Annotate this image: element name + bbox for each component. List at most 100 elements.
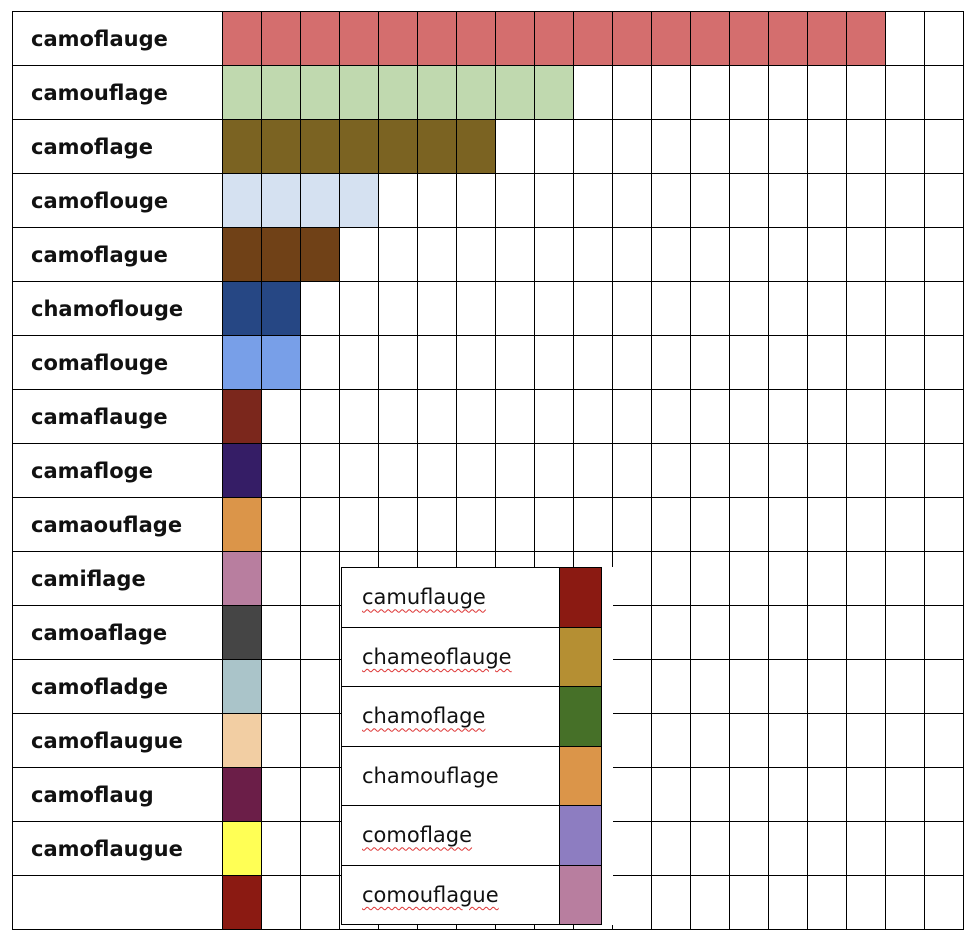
tally-cell-filled	[378, 65, 418, 120]
tally-cell-filled	[456, 65, 496, 120]
tally-cell-empty	[846, 173, 886, 228]
tally-cell-empty	[846, 497, 886, 552]
row-label: comaflouge	[12, 335, 223, 390]
overlay-label-cell: chameoflauge	[341, 626, 560, 687]
tally-cell-empty	[768, 551, 808, 606]
tally-cell-empty	[378, 335, 418, 390]
tally-cell-empty	[924, 659, 964, 714]
tally-cell-empty	[807, 821, 847, 876]
tally-cell-empty	[846, 821, 886, 876]
tally-cell-filled	[456, 119, 496, 174]
tally-cell-empty	[651, 605, 691, 660]
tally-cell-empty	[924, 227, 964, 282]
tally-cell-empty	[261, 497, 301, 552]
tally-cell-filled	[417, 11, 457, 66]
tally-cell-empty	[300, 389, 340, 444]
tally-cell-empty	[261, 551, 301, 606]
tally-cell-empty	[846, 119, 886, 174]
overlay-label-cell: chamoflage	[341, 686, 560, 747]
tally-cell-filled	[261, 335, 301, 390]
tally-cell-empty	[846, 389, 886, 444]
tally-cell-empty	[573, 173, 613, 228]
row-label: camoflaugue	[12, 713, 223, 768]
tally-cell-empty	[729, 767, 769, 822]
tally-cell-empty	[534, 443, 574, 498]
tally-cell-empty	[651, 119, 691, 174]
tally-cell-empty	[495, 497, 535, 552]
tally-cell-empty	[534, 389, 574, 444]
tally-cell-empty	[612, 173, 652, 228]
tally-cell-empty	[729, 335, 769, 390]
tally-cell-empty	[729, 173, 769, 228]
tally-cell-empty	[807, 227, 847, 282]
tally-cell-empty	[690, 875, 730, 930]
tally-cell-empty	[456, 389, 496, 444]
color-swatch	[559, 686, 602, 747]
tally-cell-empty	[846, 551, 886, 606]
overlay-label: chamouflage	[362, 763, 499, 788]
tally-cell-empty	[339, 443, 379, 498]
tally-cell-filled	[729, 11, 769, 66]
tally-cell-empty	[768, 443, 808, 498]
tally-cell-filled	[807, 11, 847, 66]
tally-cell-empty	[807, 389, 847, 444]
tally-cell-empty	[729, 389, 769, 444]
overlay-row: camuflauge	[341, 567, 602, 628]
grid-row: camoflage	[12, 119, 964, 174]
tally-cell-empty	[417, 497, 457, 552]
tally-cell-empty	[885, 659, 925, 714]
tally-cell-empty	[300, 335, 340, 390]
tally-cell-empty	[885, 173, 925, 228]
tally-cell-empty	[885, 821, 925, 876]
tally-cell-empty	[885, 443, 925, 498]
tally-cell-empty	[885, 281, 925, 336]
tally-cell-empty	[729, 281, 769, 336]
tally-cell-empty	[807, 335, 847, 390]
tally-cell-empty	[612, 443, 652, 498]
tally-cell-empty	[768, 767, 808, 822]
tally-cell-empty	[729, 875, 769, 930]
color-swatch	[559, 805, 602, 866]
row-label: camoflaugue	[12, 821, 223, 876]
tally-cell-empty	[534, 497, 574, 552]
tally-cell-empty	[300, 443, 340, 498]
tally-cell-empty	[300, 821, 340, 876]
tally-cell-empty	[417, 389, 457, 444]
row-label: camoflage	[12, 119, 223, 174]
tally-cell-empty	[612, 713, 652, 768]
tally-cell-empty	[690, 497, 730, 552]
tally-cell-empty	[846, 605, 886, 660]
tally-cell-empty	[924, 497, 964, 552]
tally-cell-empty	[612, 551, 652, 606]
tally-cell-empty	[690, 767, 730, 822]
tally-cell-empty	[300, 767, 340, 822]
tally-cell-filled	[690, 11, 730, 66]
row-label: chamoflouge	[12, 281, 223, 336]
tally-cell-filled	[261, 11, 301, 66]
tally-cell-empty	[573, 65, 613, 120]
tally-cell-empty	[339, 497, 379, 552]
tally-cell-empty	[729, 713, 769, 768]
tally-cell-empty	[924, 11, 964, 66]
tally-cell-filled	[300, 173, 340, 228]
tally-cell-filled	[222, 605, 262, 660]
tally-cell-empty	[495, 335, 535, 390]
tally-cell-empty	[612, 875, 652, 930]
overlay-label-cell: chamouflage	[341, 745, 560, 806]
tally-cell-empty	[768, 335, 808, 390]
tally-cell-empty	[924, 443, 964, 498]
tally-cell-empty	[729, 551, 769, 606]
tally-cell-empty	[612, 821, 652, 876]
tally-cell-empty	[651, 875, 691, 930]
tally-cell-empty	[612, 659, 652, 714]
tally-cell-empty	[261, 605, 301, 660]
tally-cell-empty	[729, 443, 769, 498]
tally-cell-empty	[612, 281, 652, 336]
overlay-row: chameoflauge	[341, 626, 602, 687]
tally-cell-empty	[261, 713, 301, 768]
grid-row: camoflouge	[12, 173, 964, 228]
row-label: camaflauge	[12, 389, 223, 444]
grid-row: chamoflouge	[12, 281, 964, 336]
tally-cell-empty	[651, 821, 691, 876]
grid-row: camafloge	[12, 443, 964, 498]
